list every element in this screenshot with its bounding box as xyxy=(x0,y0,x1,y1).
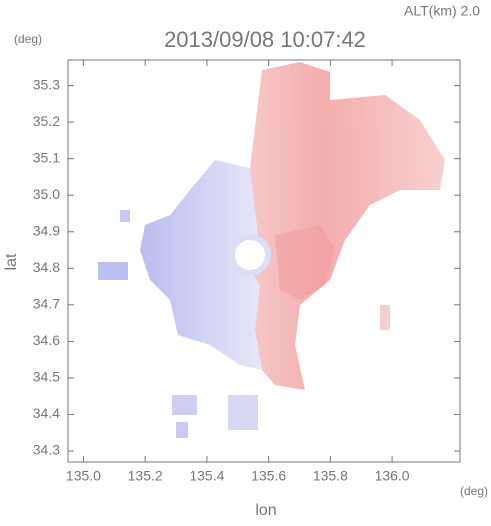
x-tick-label: 135.8 xyxy=(313,468,348,484)
x-tick-label: 135.4 xyxy=(189,468,224,484)
echo xyxy=(380,305,390,330)
radar-site xyxy=(229,234,271,276)
y-axis-label: lat xyxy=(3,253,20,270)
approaching-region xyxy=(140,160,262,370)
altitude: ALT(km) 2.0 xyxy=(404,3,480,19)
y-tick-label: 35.2 xyxy=(33,113,60,129)
y-unit: (deg) xyxy=(14,32,42,46)
x-tick-label: 135.6 xyxy=(251,468,286,484)
y-tick-label: 34.3 xyxy=(33,442,60,458)
plot-frame xyxy=(67,59,461,463)
radar-field xyxy=(98,62,445,438)
x-tick-label: 135.2 xyxy=(128,468,163,484)
y-tick-label: 34.6 xyxy=(33,332,60,348)
echo xyxy=(120,210,130,222)
echo xyxy=(176,422,188,438)
y-tick-label: 34.9 xyxy=(33,222,60,238)
receding-band xyxy=(275,225,335,300)
receding-region xyxy=(240,62,445,390)
x-tick-label: 135.0 xyxy=(66,468,101,484)
y-tick-label: 34.4 xyxy=(33,405,60,421)
echo xyxy=(172,395,197,415)
y-tick-label: 34.8 xyxy=(33,259,60,275)
y-tick-label: 34.7 xyxy=(33,296,60,312)
y-tick-label: 35.0 xyxy=(33,186,60,202)
y-tick-label: 35.3 xyxy=(33,76,60,92)
echo xyxy=(98,262,128,280)
echo xyxy=(228,395,258,430)
y-tick-label: 34.5 xyxy=(33,369,60,385)
x-tick-label: 136.0 xyxy=(375,468,410,484)
x-unit: (deg) xyxy=(460,484,488,498)
x-axis-label: lon xyxy=(255,502,276,519)
y-tick-label: 35.1 xyxy=(33,149,60,165)
chart-title: 2013/09/08 10:07:42 xyxy=(164,27,366,52)
axes: 135.0 135.2 135.4 135.6 135.8 136.0 34.3 34.4 34… xyxy=(33,60,460,484)
